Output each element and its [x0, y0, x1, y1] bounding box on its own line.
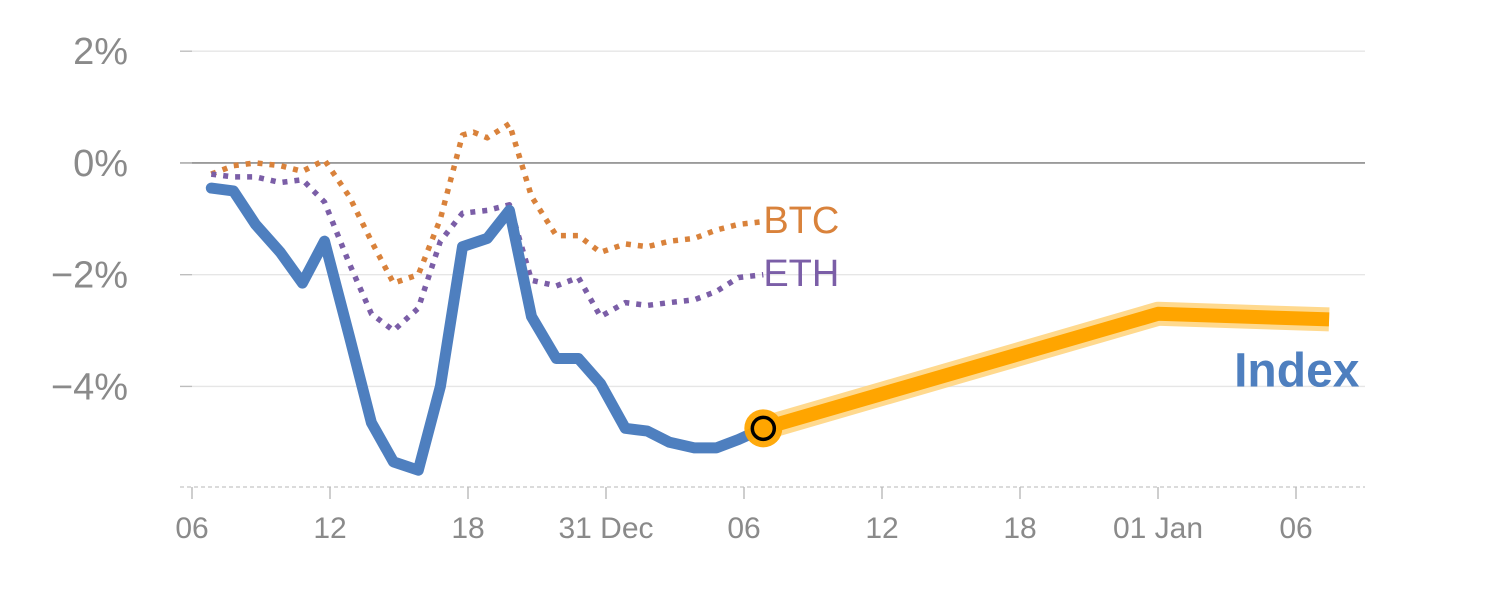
x-tick-label-7: 01 Jan: [1113, 512, 1203, 545]
x-tick-label-2: 18: [451, 512, 484, 545]
x-tick-label-4: 06: [727, 512, 760, 545]
series-index-projection-line: [761, 306, 1330, 436]
y-tick-label-0: 2%: [73, 31, 128, 73]
labels: BTC ETH Index: [763, 200, 1359, 398]
axes: 2% 0% −2% −4% 06 12 18 31 Dec 06 12 18 01 Jan 06: [51, 31, 1365, 545]
x-tick-label-5: 12: [865, 512, 898, 545]
y-tick-label-3: −4%: [51, 366, 128, 408]
series-eth-line: [210, 171, 764, 334]
series-btc-line: [210, 121, 764, 286]
grid-lines: [180, 50, 1365, 388]
series-index-line: [205, 182, 769, 476]
series-lines: [205, 121, 1330, 476]
x-tick-label-6: 18: [1003, 512, 1036, 545]
x-tick-label-0: 06: [175, 512, 208, 545]
series-label-btc: BTC: [763, 200, 839, 242]
y-tick-label-2: −2%: [51, 255, 128, 297]
x-tick-label-1: 12: [313, 512, 346, 545]
series-label-eth: ETH: [763, 253, 839, 295]
x-tick-label-3: 31 Dec: [558, 512, 653, 545]
marker-point: [750, 415, 777, 442]
markers: [744, 409, 783, 448]
y-tick-label-1: 0%: [73, 143, 128, 185]
series-label-index: Index: [1234, 344, 1360, 397]
x-tick-label-8: 06: [1279, 512, 1312, 545]
